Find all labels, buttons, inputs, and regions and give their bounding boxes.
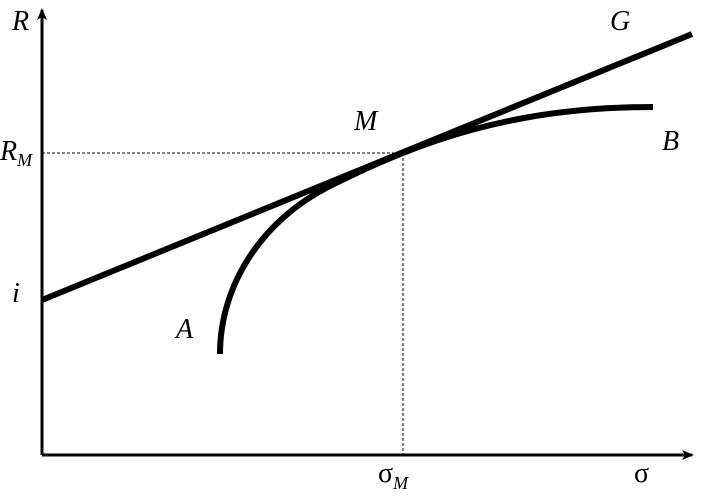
point-m-label: M — [353, 106, 379, 137]
x-axis-label: σ — [634, 458, 649, 489]
sigma-m-label: σM — [378, 458, 409, 493]
efficient-frontier — [217, 104, 654, 355]
sigma-m-sub: M — [392, 473, 409, 493]
y-axis-label: R — [11, 6, 29, 37]
sigma-m-base: σ — [378, 458, 393, 489]
rm-sub: M — [16, 150, 33, 170]
line-g-label: G — [610, 6, 630, 37]
point-a-label: A — [174, 314, 194, 345]
rm-base: R — [0, 136, 17, 167]
intercept-label: i — [12, 278, 20, 309]
rm-label: RM — [0, 136, 33, 170]
point-b-label: B — [662, 126, 679, 157]
